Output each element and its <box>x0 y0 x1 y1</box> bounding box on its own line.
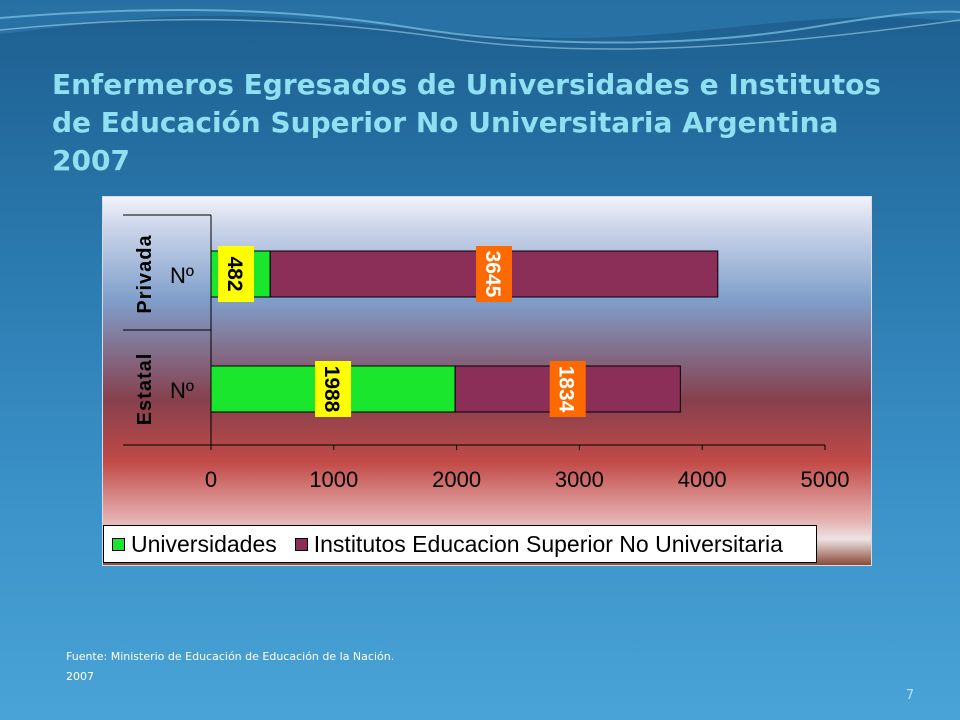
category-label: Nº <box>170 263 194 288</box>
group-label-estatal: Estatal <box>134 353 156 426</box>
x-tick-label: 4000 <box>678 467 727 492</box>
bar-chart: 0 1000 2000 3000 4000 5000 Privada Nº 482 3645 Est… <box>123 214 850 492</box>
legend-item-universidades: Universidades <box>112 531 277 558</box>
legend-swatch-institutos <box>294 537 308 551</box>
chart-area: 0 1000 2000 3000 4000 5000 Privada Nº 482 3645 Est… <box>102 196 872 566</box>
page-number: 7 <box>905 688 915 703</box>
data-label: 482 <box>223 256 246 291</box>
x-tick-label: 0 <box>205 467 217 492</box>
legend-label-universidades: Universidades <box>131 530 277 557</box>
legend-swatch-universidades <box>112 537 125 551</box>
slide-title: Enfermeros Egresados de Universidades e … <box>52 68 881 177</box>
x-tick-label: 2000 <box>432 467 481 492</box>
x-tick-label: 1000 <box>309 467 358 492</box>
source-line-2: 2007 <box>66 670 94 683</box>
data-label-box <box>218 246 254 302</box>
group-label-privada: Privada <box>134 234 156 313</box>
legend-label-institutos: Institutos Educacion Superior No Univers… <box>313 530 783 557</box>
header-wave-decoration <box>0 0 960 50</box>
category-label: Nº <box>170 378 194 403</box>
data-label-box <box>475 246 512 302</box>
data-label-box <box>315 361 352 417</box>
data-label-box <box>549 361 586 417</box>
x-tick-label: 3000 <box>555 467 604 492</box>
legend-item-institutos: Institutos Educacion Superior No Univers… <box>294 530 783 558</box>
chart-legend: Universidades Institutos Educacion Super… <box>103 525 817 563</box>
data-label: 1988 <box>320 366 343 413</box>
x-tick-label: 5000 <box>801 467 850 492</box>
source-line-1: Fuente: Ministerio de Educación de Educa… <box>66 650 395 663</box>
data-label: 1834 <box>555 366 578 413</box>
data-label: 3645 <box>481 251 504 298</box>
source-note: Fuente: Ministerio de Educación de Educa… <box>66 647 486 687</box>
